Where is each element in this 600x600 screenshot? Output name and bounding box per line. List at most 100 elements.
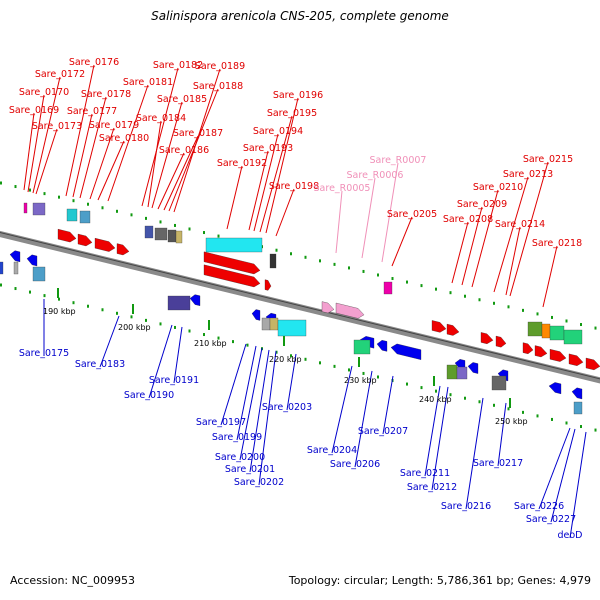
kbp-label: 190 kbp [43,307,76,316]
reverse-gene-arrow [548,382,562,395]
tick-dot [362,269,365,273]
tick-dot [116,209,118,213]
tick-dot [159,220,162,224]
tick-dot [0,181,2,185]
leader-line [173,326,183,384]
genome-backbone-edge [0,231,600,380]
tick-dot [464,294,466,298]
gene-label: Sare_0205 [387,209,437,220]
gene-label: Sare_0196 [273,90,323,101]
leader-line [335,190,343,254]
forward-gene-arrow [203,264,261,288]
gene-label: Sare_0185 [157,94,207,105]
leader-line [239,347,263,461]
tick-dot [493,301,495,305]
forward-gene-arrow [203,251,261,275]
tick-dot [333,364,336,368]
tick-dot [217,234,220,238]
tick-dot [435,287,437,291]
tick-dot [246,343,249,347]
gene-block [144,225,154,239]
leader-line [424,385,441,477]
forward-gene-arrow [585,357,600,371]
tick-dot [522,410,524,414]
gene-label: Sare_0173 [32,121,82,132]
gene-label: Sare_0192 [217,158,267,169]
gene-label: Sare_0190 [124,390,174,401]
rna-gene-block [383,281,393,295]
leader-line [509,161,549,297]
gene-label: Sare_0198 [269,181,319,192]
rna-gene-arrow [321,301,335,314]
kbp-label: 230 kbp [344,376,377,385]
gene-block [32,202,46,216]
tick-dot [522,308,524,312]
genome-summary-text: Topology: circular; Length: 5,786,361 bp… [288,574,591,587]
tick-dot [580,323,582,327]
leader-line [391,216,413,267]
tick-dot [58,297,60,301]
leader-line [461,206,483,286]
reverse-gene-arrow [9,250,21,263]
tick-dot [406,382,408,386]
tick-dot [188,227,191,231]
gene-label: Sare_0193 [243,143,293,154]
gene-block [269,317,279,331]
reverse-gene-arrow [251,309,261,321]
forward-gene-arrow [94,237,116,252]
leader-line [265,97,299,234]
tick-dot [290,252,292,256]
leader-line [275,188,295,237]
gene-label: Sare_0207 [358,426,408,437]
leader-line [163,135,199,211]
tick-dot [130,315,133,319]
leader-line [35,128,58,195]
gene-block [573,401,583,415]
tick-dot [159,322,162,326]
leader-line [542,245,558,308]
kbp-label: 240 kbp [419,395,452,404]
gene-label: Sare_0199 [212,432,262,443]
forward-gene-arrow [534,345,548,358]
reverse-gene-arrow [26,254,38,267]
leader-line [550,428,576,523]
tick-dot [333,262,336,266]
gene-block [0,261,4,275]
leader-line [354,370,373,468]
gene-label: Sare_0216 [441,501,491,512]
leader-line [465,397,484,510]
leader-line [382,375,394,435]
reverse-gene-arrow [571,387,583,400]
gene-label: Sare_0209 [457,199,507,210]
gene-label: Sare_R0007 [370,155,427,166]
tick-dot [594,428,597,432]
leader-line [361,177,376,259]
gene-label: Sare_0177 [67,106,117,117]
gene-label: Sare_0204 [307,445,357,456]
tick-dot [174,223,176,227]
tick-dot [493,403,495,407]
gene-label: Sare_0186 [159,145,209,156]
tick-dot [217,336,220,340]
forward-gene-arrow [77,233,93,247]
leader-line [147,120,162,208]
tick-dot [203,333,205,337]
leader-line [258,350,277,486]
tick-dot [464,396,466,400]
gene-label: deoD [557,530,582,541]
leader-line [236,345,257,441]
tick-dot [449,291,452,295]
gene-label: Sare_0210 [473,182,523,193]
gene-block [261,317,271,331]
leader-line [97,140,125,201]
tick-dot [43,192,46,196]
tick-dot [43,294,46,298]
gene-label: Sare_0226 [514,501,564,512]
tick-dot [348,368,350,372]
tick-dot [72,301,75,305]
gene-block [66,208,78,222]
gene-label: Sare_0218 [532,238,582,249]
tick-dot [145,318,147,322]
leader-line [493,176,529,293]
gene-label: Sare_0201 [225,464,275,475]
